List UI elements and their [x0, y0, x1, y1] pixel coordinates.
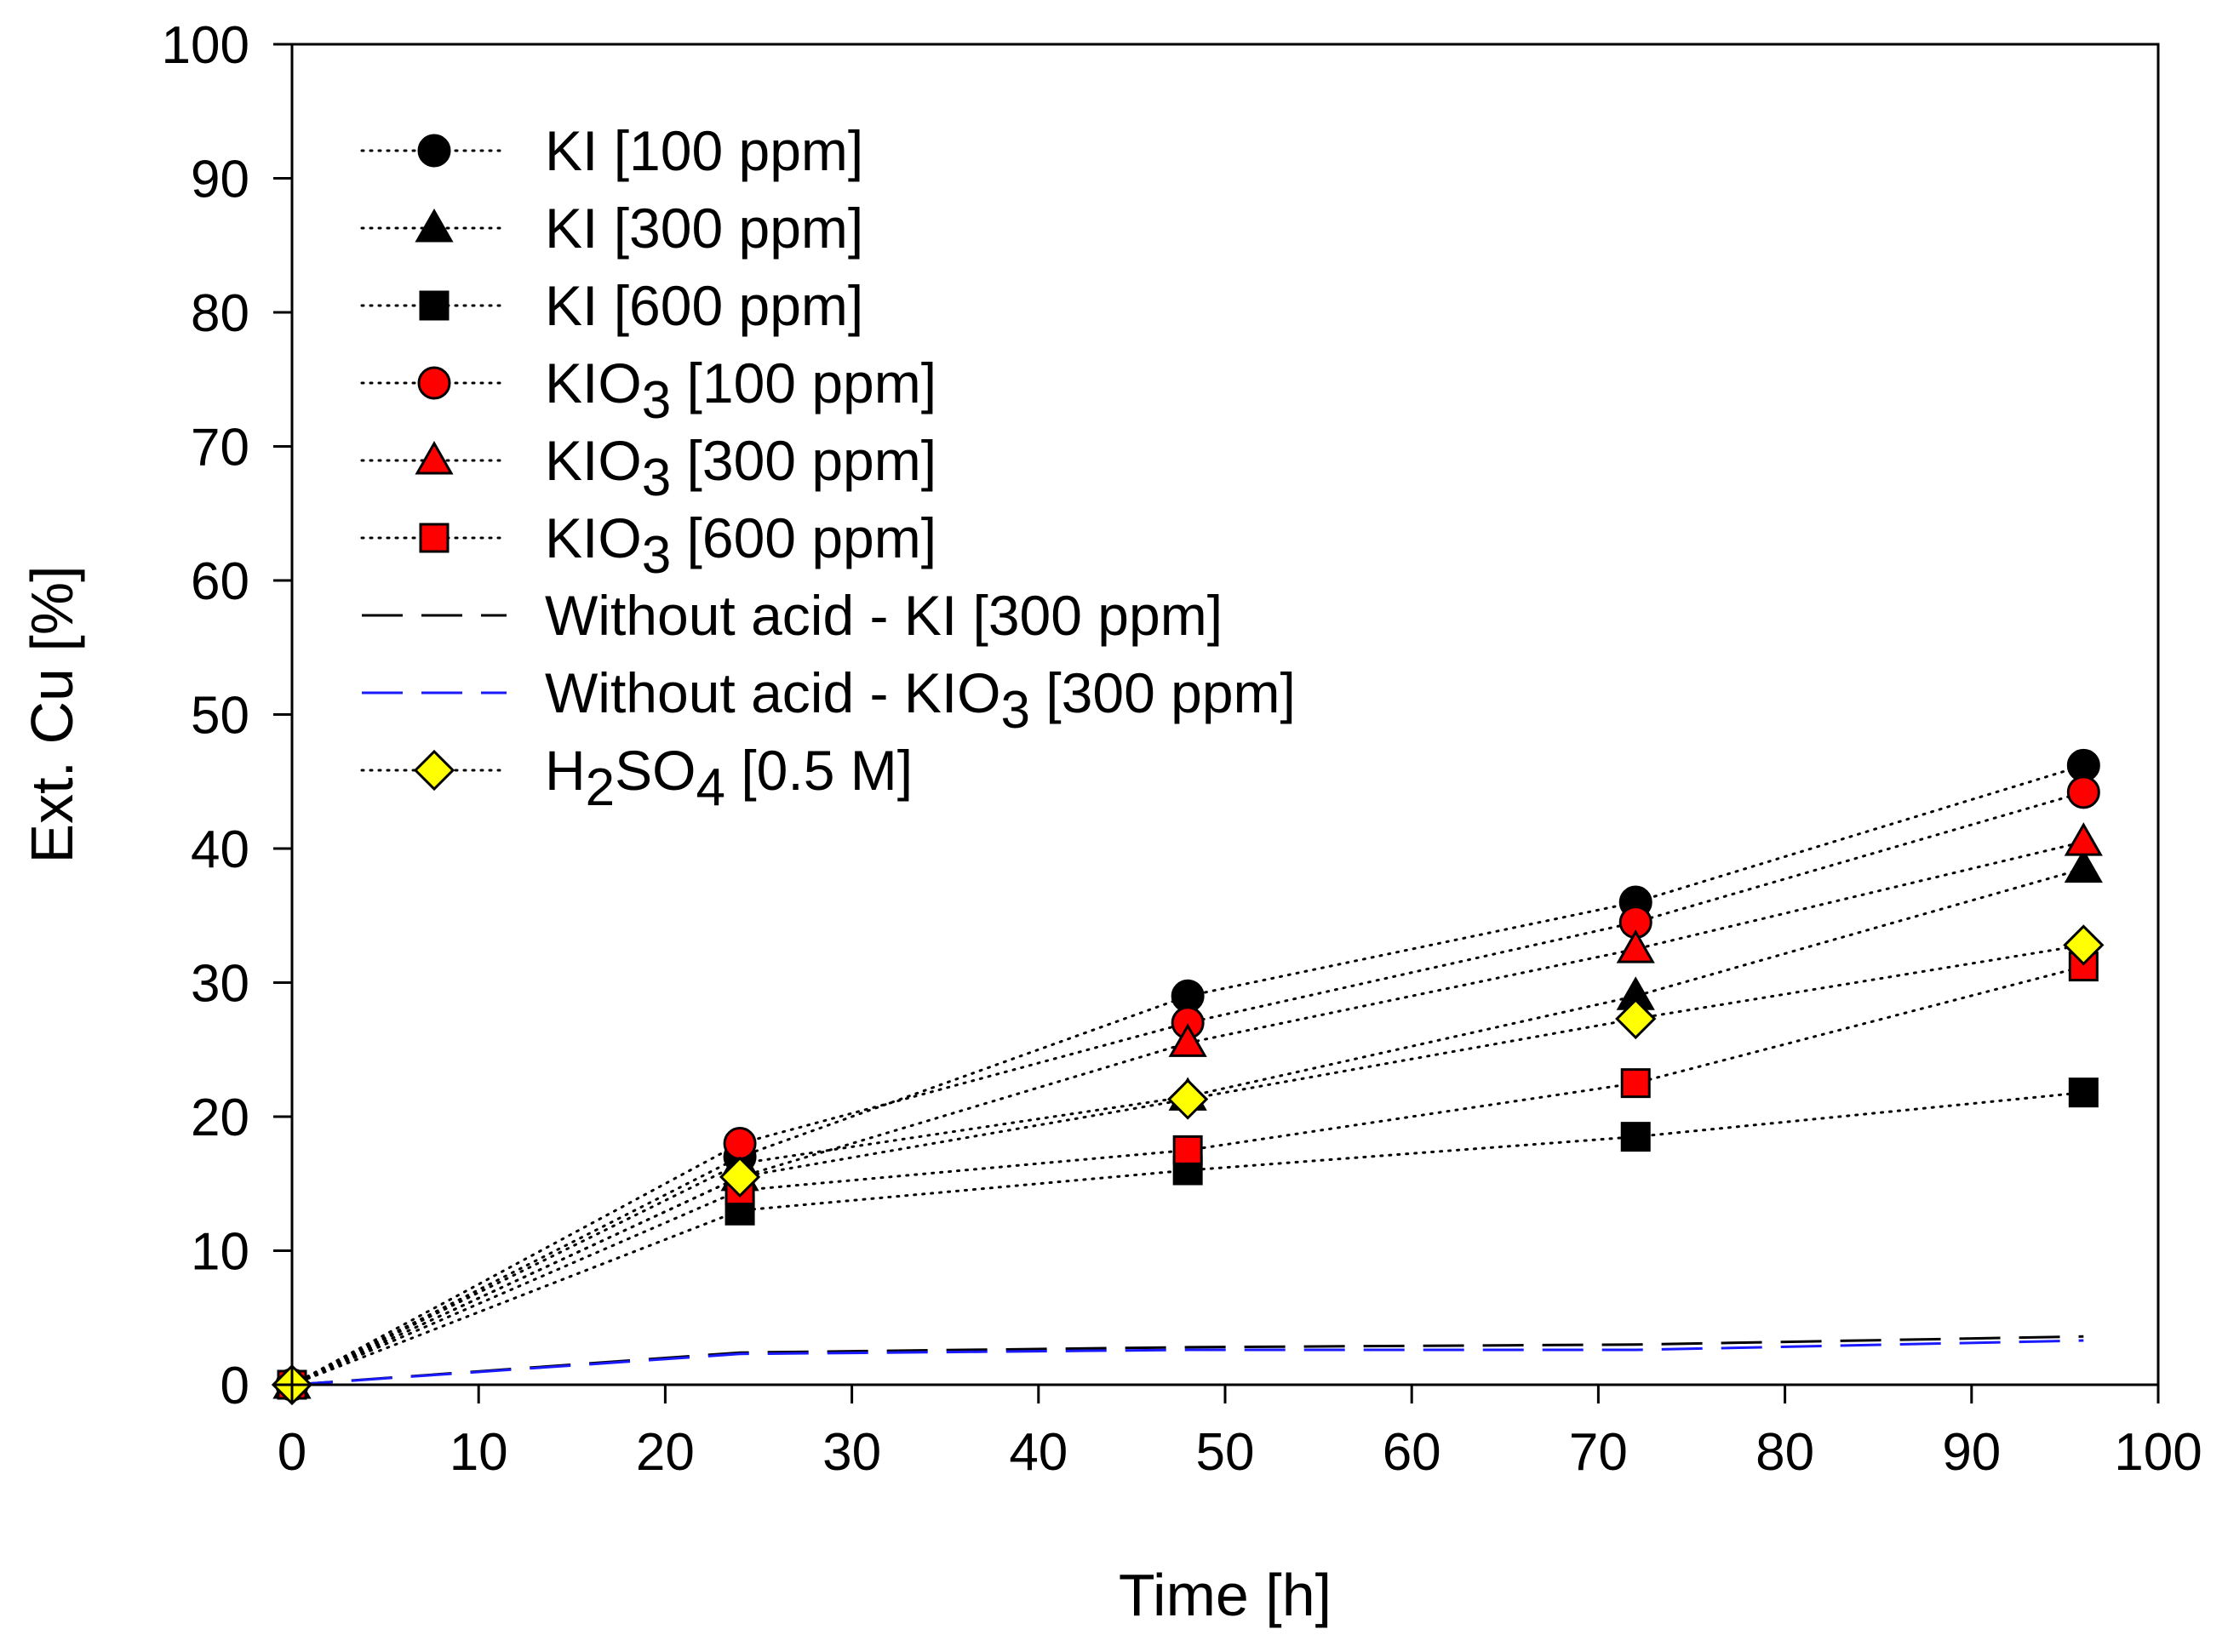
- y-tick-label: 20: [191, 1089, 249, 1147]
- legend-9-label: H2SO4 [0.5 M]: [545, 739, 913, 817]
- series-9-point: [1167, 1078, 1209, 1120]
- y-tick-label: 70: [191, 419, 249, 477]
- legend: KI [100 ppm]KI [300 ppm]KI [600 ppm]KIO3…: [360, 119, 1296, 817]
- series-3-point: [2068, 1078, 2099, 1108]
- legend-1-marker: [417, 134, 451, 168]
- legend-text-part: [0.5 M]: [725, 739, 913, 802]
- legend-text-part: H: [545, 739, 586, 802]
- legend-text-part: [600 ppm]: [671, 506, 936, 569]
- series-2-point: [2064, 849, 2103, 883]
- legend-text-part: SO: [615, 739, 696, 802]
- legend-7-label: Without acid - KI [300 ppm]: [545, 584, 1223, 647]
- legend-3-marker: [419, 290, 450, 321]
- legend-subscript: 3: [642, 526, 671, 585]
- series-9-point: [719, 1156, 761, 1198]
- legend-9-marker: [413, 749, 455, 792]
- y-tick-label: 10: [191, 1223, 249, 1282]
- series-9-point: [1615, 997, 1657, 1040]
- legend-text-part: [300 ppm]: [1030, 661, 1296, 724]
- y-tick-label: 60: [191, 552, 249, 611]
- legend-1-label: KI [100 ppm]: [545, 119, 863, 182]
- series-6-point: [1620, 1068, 1651, 1099]
- legend-2-label: KI [300 ppm]: [545, 197, 863, 260]
- series-4-point: [723, 1127, 757, 1160]
- series-5-point: [2064, 822, 2103, 856]
- series-5-point: [1616, 929, 1655, 963]
- x-tick-label: 90: [1942, 1423, 2001, 1482]
- legend-subscript: 4: [696, 758, 725, 817]
- legend-3-label: KI [600 ppm]: [545, 274, 863, 337]
- legend-text-part: KI [300 ppm]: [545, 197, 863, 260]
- plot-area: [271, 748, 2105, 1406]
- x-tick-label: 60: [1383, 1423, 1441, 1482]
- x-axis-title: Time [h]: [1119, 1562, 1332, 1628]
- x-tick-label: 80: [1755, 1423, 1814, 1482]
- y-tick-label: 30: [191, 955, 249, 1014]
- y-tick-label: 40: [191, 820, 249, 879]
- legend-4-marker: [417, 366, 451, 400]
- legend-text-part: KIO: [545, 352, 642, 414]
- x-tick-label: 70: [1569, 1423, 1628, 1482]
- legend-4-label: KIO3 [100 ppm]: [545, 352, 936, 430]
- series-5-point: [1168, 1023, 1207, 1057]
- x-tick-label: 40: [1009, 1423, 1068, 1482]
- series-4-point: [2066, 775, 2100, 809]
- x-tick-label: 10: [450, 1423, 508, 1482]
- legend-6-label: KIO3 [600 ppm]: [545, 506, 936, 585]
- legend-text-part: Without acid - KIO: [545, 661, 1001, 724]
- x-tick-label: 20: [636, 1423, 695, 1482]
- x-tick-label: 0: [278, 1423, 306, 1482]
- legend-text-part: KIO: [545, 429, 642, 492]
- y-tick-label: 100: [162, 16, 249, 75]
- axes: 0 10 20 30 40 50 60 70 80 90 100 0 10 20 30 40 50 60 70 80 9…: [162, 16, 2202, 1482]
- x-tick-label: 100: [2114, 1423, 2202, 1482]
- legend-subscript: 2: [586, 758, 615, 817]
- series-9-point: [2063, 924, 2105, 966]
- series-6-point: [1172, 1135, 1203, 1165]
- legend-text-part: KIO: [545, 506, 642, 569]
- legend-5-marker: [415, 440, 454, 475]
- legend-subscript: 3: [642, 449, 671, 507]
- legend-text-part: KI [100 ppm]: [545, 119, 863, 182]
- legend-2-marker: [415, 208, 454, 243]
- legend-5-label: KIO3 [300 ppm]: [545, 429, 936, 507]
- legend-8-label: Without acid - KIO3 [300 ppm]: [545, 661, 1296, 740]
- y-tick-label: 0: [221, 1357, 249, 1415]
- y-tick-label: 90: [191, 151, 249, 209]
- legend-subscript: 3: [642, 371, 671, 430]
- legend-text-part: Without acid - KI [300 ppm]: [545, 584, 1223, 647]
- x-tick-label: 30: [822, 1423, 881, 1482]
- y-axis-title: Ext. Cu [%]: [19, 565, 85, 863]
- legend-text-part: [300 ppm]: [671, 429, 936, 492]
- x-tick-label: 50: [1196, 1423, 1255, 1482]
- legend-text-part: [100 ppm]: [671, 352, 936, 414]
- y-tick-label: 50: [191, 687, 249, 746]
- y-tick-label: 80: [191, 284, 249, 343]
- series-8-line: [291, 1339, 2084, 1386]
- series-3-point: [1620, 1122, 1651, 1152]
- legend-subscript: 3: [1001, 681, 1030, 740]
- legend-6-marker: [419, 523, 450, 553]
- legend-text-part: KI [600 ppm]: [545, 274, 863, 337]
